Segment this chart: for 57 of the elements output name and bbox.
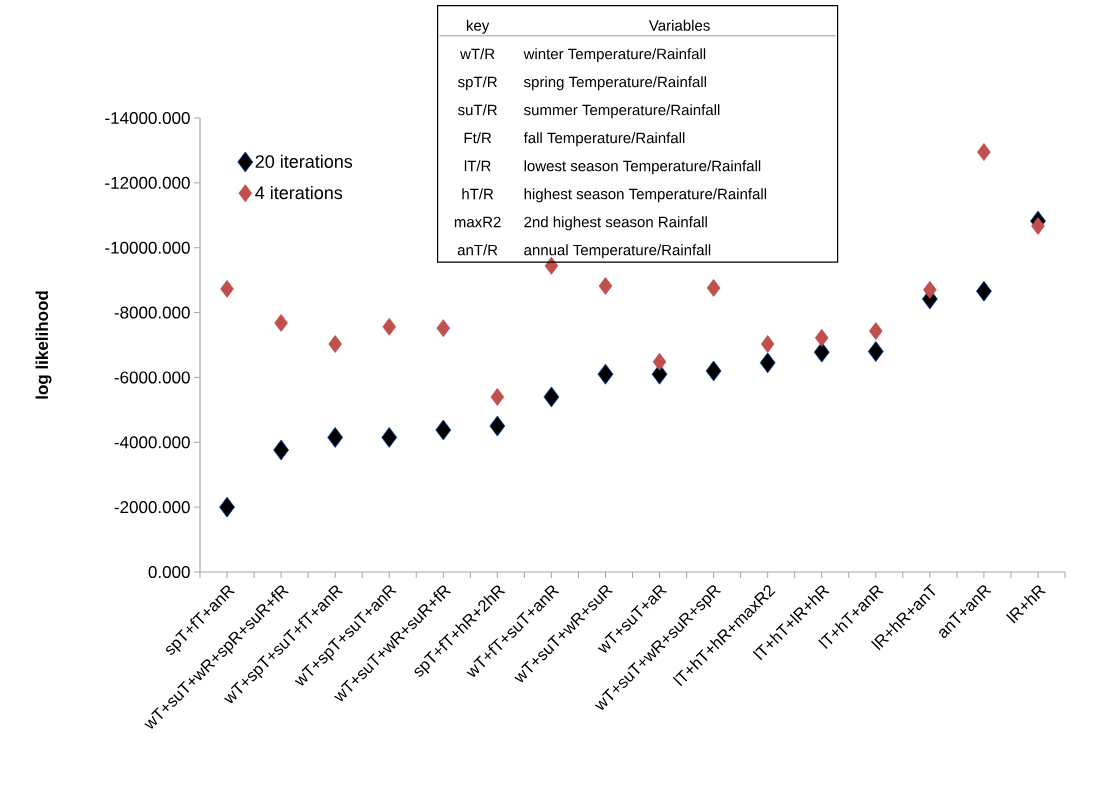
point: [219, 496, 235, 518]
point: [220, 279, 234, 298]
y-tick-label: -12000.000: [105, 176, 190, 189]
point: [923, 280, 937, 299]
annotation: 2nd highest season Rainfall: [524, 216, 707, 231]
point: [436, 319, 451, 338]
point: [813, 341, 830, 363]
point: [381, 427, 398, 448]
annotation: summer Temperature/Rainfall: [524, 104, 720, 119]
y-tick-label: 0.000: [148, 565, 190, 579]
annotation: hT/R: [462, 188, 494, 200]
point: [976, 280, 992, 302]
text: wT/R: [460, 48, 495, 60]
point: [327, 427, 344, 448]
y-tick-label: -10000.000: [105, 241, 190, 254]
text: winter Temperature/Rainfall: [523, 48, 706, 63]
legend-label: 4 iterations: [255, 185, 343, 200]
annotation: Ft/R: [464, 132, 492, 144]
point: [1031, 217, 1045, 235]
legend-label: 20 iterations: [255, 154, 353, 168]
point: [382, 317, 396, 336]
annotation: lowest season Temperature/Rainfall: [524, 160, 761, 175]
point: [867, 341, 884, 362]
point: [328, 335, 342, 353]
point: [706, 279, 721, 297]
point: [652, 352, 667, 371]
annotation: fall Temperature/Rainfall: [523, 132, 685, 147]
y-tick-label: -4000.000: [114, 436, 190, 449]
annotation: annual Temperature/Rainfall: [524, 244, 711, 259]
point: [597, 363, 614, 385]
annotation: highest season Temperature/Rainfall: [524, 188, 767, 203]
point: [435, 419, 452, 441]
point: [814, 328, 829, 347]
point: [705, 360, 722, 382]
point: [543, 386, 560, 408]
point: [869, 322, 883, 340]
annotation: maxR2: [454, 216, 501, 228]
text: key: [466, 19, 490, 34]
text: spT/R: [458, 76, 497, 91]
y-tick-label: -6000.000: [114, 371, 190, 384]
point: [490, 387, 505, 406]
point: [977, 143, 991, 161]
y-tick-label: -14000.000: [105, 111, 190, 125]
point: [759, 352, 776, 374]
text: spring Temperature/Rainfall: [524, 76, 706, 91]
point: [274, 314, 288, 332]
point: [598, 277, 613, 295]
point: [273, 439, 289, 461]
point: [489, 415, 506, 437]
point: [760, 335, 775, 353]
annotation: anT/R: [457, 244, 498, 256]
text: suT/R: [458, 104, 497, 116]
y-tick-label: -8000.000: [114, 306, 190, 319]
annotation: lT/R: [464, 160, 491, 172]
text: Variables: [648, 19, 710, 31]
y-tick-label: -2000.000: [114, 501, 190, 514]
y-axis-title: log likelihood: [35, 291, 52, 399]
